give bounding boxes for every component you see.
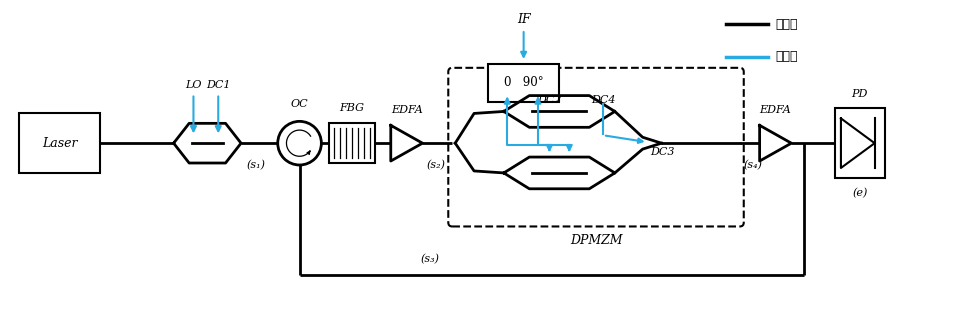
FancyBboxPatch shape [448,68,743,226]
Text: DC3: DC3 [650,147,675,157]
Text: DPMZM: DPMZM [569,235,622,247]
Text: (s₃): (s₃) [421,254,439,264]
Text: 电信号: 电信号 [775,51,798,63]
Text: FBG: FBG [339,103,364,113]
Text: PD: PD [850,89,867,98]
Text: Laser: Laser [42,137,77,150]
Text: IF: IF [516,13,530,26]
Text: EDFA: EDFA [759,105,791,115]
Text: 0   90°: 0 90° [504,76,543,89]
Text: (s₁): (s₁) [246,160,264,170]
FancyBboxPatch shape [834,109,883,178]
FancyBboxPatch shape [487,64,558,102]
FancyBboxPatch shape [19,113,100,173]
Text: DC4: DC4 [590,95,615,106]
FancyBboxPatch shape [329,123,375,163]
Text: EDFA: EDFA [390,105,422,115]
Text: 光信号: 光信号 [775,18,798,31]
Text: LO: LO [185,80,202,90]
Text: OC: OC [290,99,308,110]
Text: DC1: DC1 [206,80,231,90]
Text: (s₄): (s₄) [743,160,762,170]
Text: (s₂): (s₂) [426,160,445,170]
Text: DC2: DC2 [536,95,561,106]
Text: (e): (e) [851,188,867,198]
